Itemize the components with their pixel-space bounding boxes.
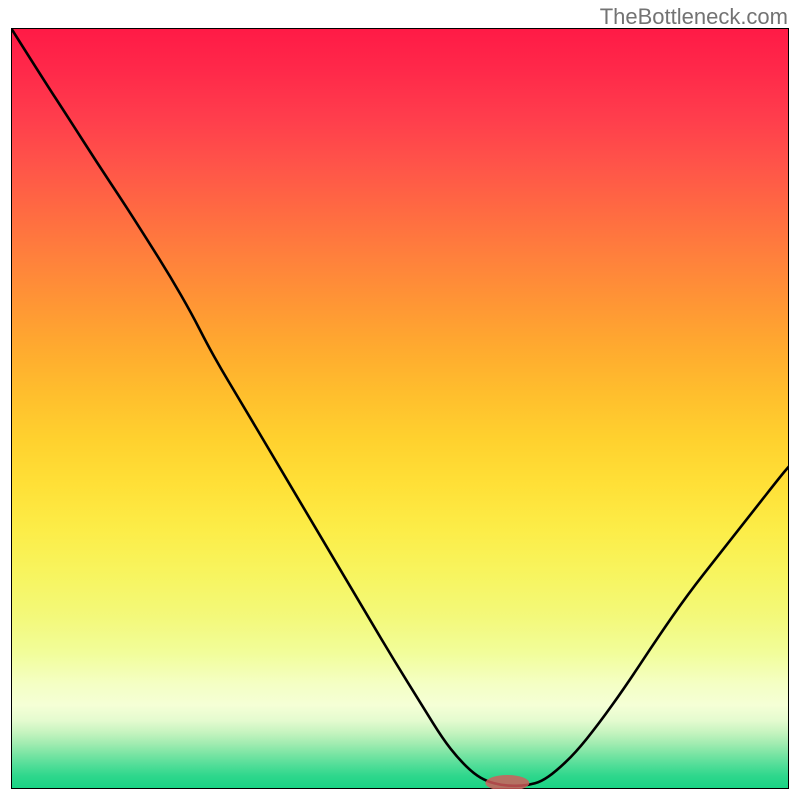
chart-background — [11, 28, 789, 789]
watermark-text: TheBottleneck.com — [600, 4, 788, 30]
bottleneck-chart — [11, 28, 789, 789]
chart-svg — [11, 28, 789, 789]
